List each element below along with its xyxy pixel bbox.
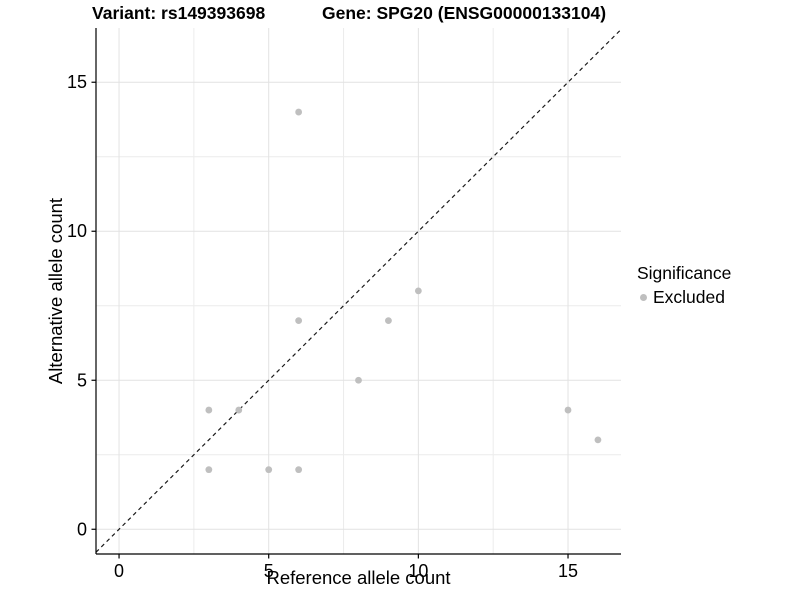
legend: Significance Excluded bbox=[637, 263, 731, 308]
x-tick-label: 0 bbox=[114, 561, 124, 581]
data-point bbox=[295, 466, 303, 474]
y-axis-title: Alternative allele count bbox=[45, 197, 66, 385]
data-point bbox=[295, 317, 303, 325]
data-point bbox=[205, 466, 213, 474]
x-tick-label: 5 bbox=[264, 561, 274, 581]
legend-title: Significance bbox=[637, 263, 732, 283]
data-point bbox=[564, 406, 572, 414]
data-point bbox=[265, 466, 273, 474]
plot-title-variant: Variant: rs149393698 bbox=[92, 3, 266, 23]
data-point bbox=[235, 406, 243, 414]
data-point bbox=[355, 376, 362, 384]
data-point bbox=[414, 287, 422, 295]
y-tick-label: 10 bbox=[67, 221, 87, 241]
legend-item-excluded: Excluded bbox=[637, 287, 731, 308]
y-tick-label: 0 bbox=[77, 519, 87, 539]
data-point bbox=[295, 108, 303, 116]
x-tick-label: 10 bbox=[408, 561, 428, 581]
identity-reference-line bbox=[95, 29, 622, 553]
data-point bbox=[594, 436, 602, 444]
data-point bbox=[205, 406, 213, 414]
x-tick-label: 15 bbox=[558, 561, 578, 581]
plot-title-gene: Gene: SPG20 (ENSG00000133104) bbox=[322, 3, 607, 23]
excluded-point-marker-icon bbox=[640, 294, 647, 301]
data-point bbox=[385, 317, 392, 325]
legend-item-label: Excluded bbox=[653, 287, 725, 307]
x-axis-title: Reference allele count bbox=[266, 567, 451, 588]
y-tick-label: 15 bbox=[67, 72, 87, 92]
y-tick-label: 5 bbox=[77, 370, 87, 390]
